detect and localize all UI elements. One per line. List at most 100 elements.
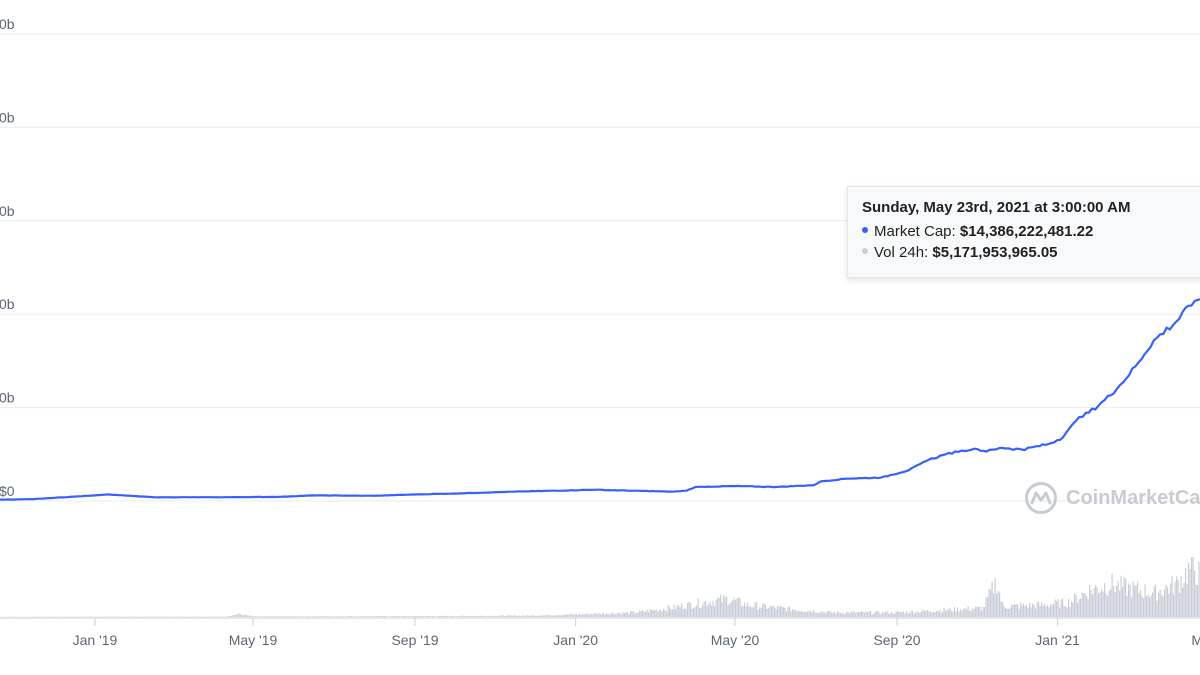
market-cap-line-layer[interactable] <box>0 289 1200 501</box>
volume-bar <box>648 612 650 617</box>
volume-bar <box>702 605 704 617</box>
volume-bar <box>1068 599 1070 617</box>
volume-bar <box>906 611 908 617</box>
volume-bar <box>1135 585 1137 617</box>
volume-bar <box>910 610 912 617</box>
volume-bar <box>321 616 323 617</box>
volume-bar <box>405 615 407 617</box>
volume-bar <box>505 616 507 617</box>
volume-bar <box>268 616 270 617</box>
volume-bar <box>994 577 996 617</box>
volume-bar <box>651 610 653 617</box>
volume-bar <box>990 589 992 617</box>
volume-bar <box>340 616 342 617</box>
volume-bar <box>790 611 792 617</box>
y-tick-label: 0b <box>0 203 15 219</box>
volume-bar <box>1080 598 1082 617</box>
volume-bar <box>618 613 620 617</box>
volume-bar <box>375 616 377 617</box>
volume-bar <box>442 615 444 617</box>
volume-bar <box>1059 607 1061 617</box>
volume-bar <box>466 616 468 617</box>
volume-bar <box>592 614 594 617</box>
volume-bar <box>703 601 705 617</box>
volume-bar <box>1185 568 1187 617</box>
volume-bar <box>264 616 266 617</box>
volume-bar <box>583 614 585 617</box>
volume-bar <box>142 616 144 617</box>
volume-bar <box>487 615 489 617</box>
volume-bar <box>1161 594 1163 617</box>
volume-bar <box>694 606 696 617</box>
volume-bar <box>832 612 834 617</box>
volume-bar <box>1108 591 1110 617</box>
volume-bar <box>1092 594 1094 617</box>
volume-bar <box>1134 585 1136 617</box>
volume-bar <box>988 588 990 617</box>
volume-bar <box>480 615 482 617</box>
volume-bar <box>493 616 495 617</box>
volume-bar <box>682 609 684 617</box>
volume-bar <box>789 606 791 617</box>
volume-bar <box>1165 585 1167 617</box>
volume-bar <box>916 611 918 617</box>
volume-bar <box>984 606 986 617</box>
volume-bar <box>471 615 473 617</box>
volume-bar <box>276 616 278 617</box>
volume-bar <box>919 612 921 617</box>
volume-bar <box>334 616 336 617</box>
volume-bar <box>795 610 797 617</box>
volume-bar <box>1002 602 1004 617</box>
volume-bar <box>1027 608 1029 617</box>
volume-bar <box>250 615 252 617</box>
volume-bar <box>1137 581 1139 617</box>
volume-area-layer <box>0 557 1200 617</box>
volume-bar <box>501 615 503 617</box>
volume-bar <box>624 613 626 617</box>
volume-bar <box>660 609 662 617</box>
volume-bar <box>955 611 957 617</box>
volume-bar <box>718 597 720 617</box>
volume-bar <box>937 611 939 617</box>
volume-bar <box>865 611 867 617</box>
volume-bar <box>784 608 786 617</box>
volume-bar <box>1020 603 1022 617</box>
volume-bar <box>681 603 683 617</box>
volume-bar <box>852 611 854 617</box>
volume-bar <box>1117 580 1119 617</box>
volume-bar <box>243 615 245 617</box>
volume-bar <box>741 605 743 617</box>
coinmarketcap-watermark: CoinMarketCa <box>1024 480 1200 516</box>
tooltip-market-cap-value: $14,386,222,481.22 <box>959 223 1094 240</box>
volume-bar <box>354 616 356 617</box>
volume-bar <box>1077 603 1079 617</box>
volume-bar <box>870 610 872 617</box>
volume-bar <box>235 614 237 617</box>
volume-bar <box>787 607 789 617</box>
volume-bar <box>913 613 915 617</box>
volume-bar <box>273 616 275 617</box>
volume-bar <box>586 613 588 617</box>
volume-bar <box>630 611 632 617</box>
volume-bar <box>717 597 719 617</box>
volume-bar <box>639 610 641 617</box>
volume-bar <box>714 605 716 617</box>
volume-bar <box>730 601 732 617</box>
volume-bar <box>643 611 645 617</box>
y-axis-labels: 0b 0b 0b 0b 0b $0 <box>0 16 15 499</box>
volume-bar <box>285 616 287 617</box>
market-cap-line[interactable] <box>0 289 1200 501</box>
volume-bar <box>478 616 480 617</box>
volume-bar <box>216 616 218 617</box>
volume-bar <box>459 616 461 617</box>
volume-bar <box>1143 598 1145 617</box>
volume-bar <box>316 616 318 617</box>
volume-bar <box>1066 607 1068 617</box>
volume-bar <box>1116 585 1118 617</box>
volume-bar <box>465 615 467 617</box>
volume-bar <box>621 614 623 617</box>
volume-bar <box>769 605 771 617</box>
volume-bar <box>754 602 756 617</box>
volume-bar <box>441 615 443 617</box>
